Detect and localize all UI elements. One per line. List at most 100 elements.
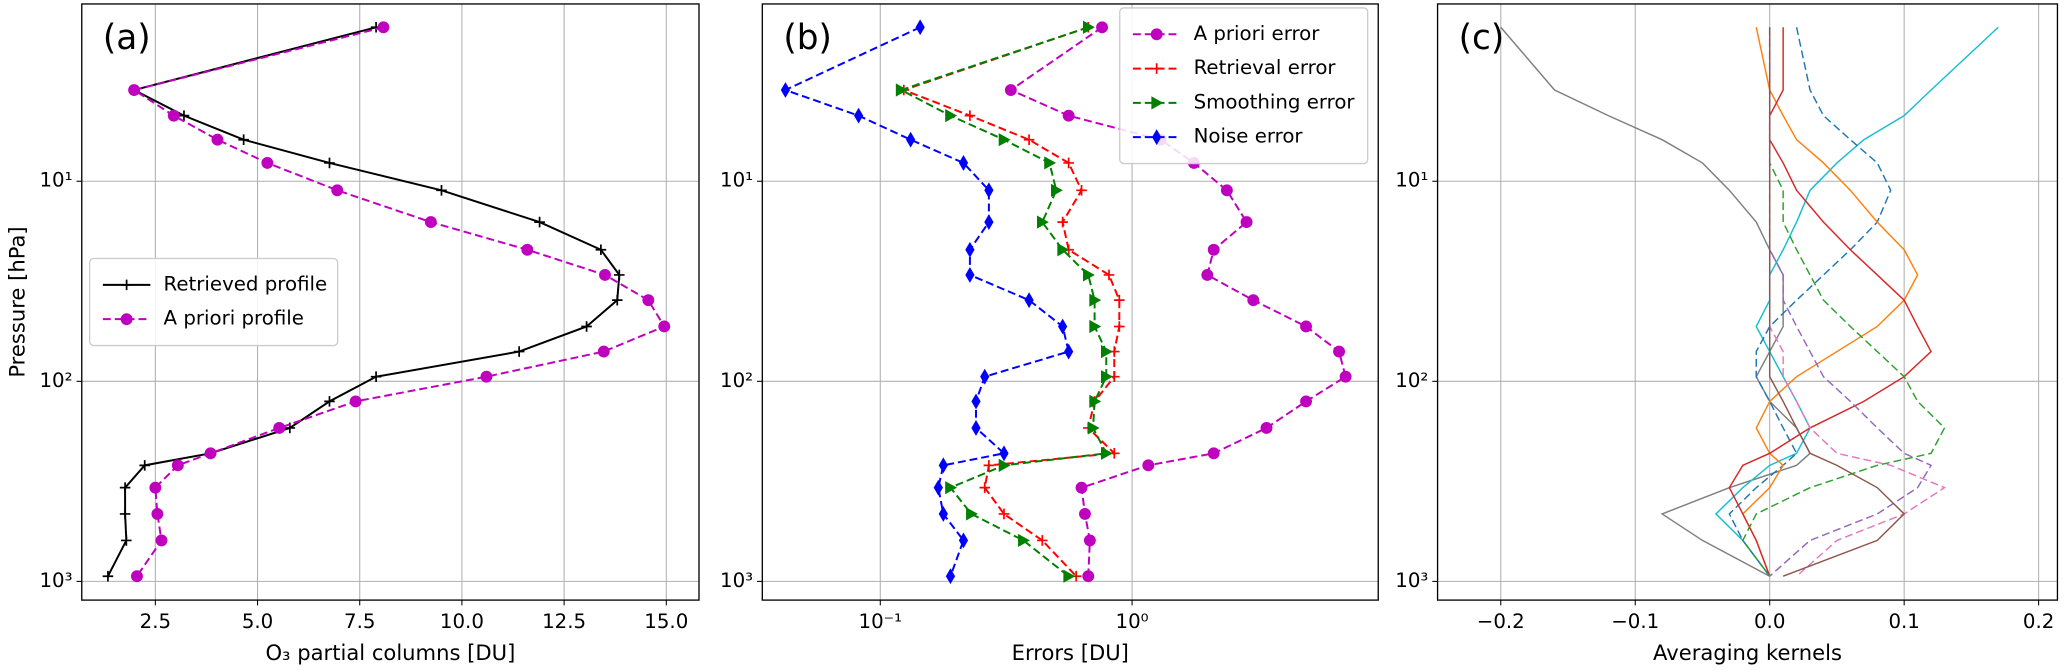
marker	[945, 481, 958, 495]
marker	[119, 482, 131, 493]
marker	[938, 457, 948, 474]
marker	[998, 508, 1010, 520]
marker	[1004, 84, 1017, 96]
marker	[1103, 269, 1115, 281]
marker	[1201, 269, 1214, 281]
x-tick-label: −0.1	[1611, 610, 1659, 633]
marker	[131, 570, 143, 583]
marker	[102, 570, 114, 582]
marker	[1101, 370, 1113, 384]
marker	[614, 269, 625, 281]
marker	[284, 422, 296, 434]
marker	[324, 157, 335, 169]
marker	[273, 422, 286, 434]
panel-label: (a)	[103, 18, 151, 58]
legend-marker	[121, 279, 132, 291]
legend-box	[89, 257, 339, 347]
marker	[1101, 446, 1113, 460]
plot-area	[102, 21, 671, 583]
marker	[581, 321, 592, 332]
marker	[1082, 570, 1095, 583]
marker	[1076, 185, 1087, 196]
marker	[1089, 319, 1102, 334]
marker	[980, 368, 990, 385]
series-line	[1728, 27, 1892, 577]
marker	[1220, 184, 1233, 197]
legend-label: Retrieval error	[1194, 56, 1337, 79]
marker	[1064, 343, 1074, 360]
marker	[211, 133, 224, 146]
marker	[128, 84, 141, 96]
legend-label: Smoothing error	[1194, 90, 1356, 113]
marker	[1082, 20, 1095, 34]
marker	[238, 134, 249, 145]
marker	[611, 294, 623, 306]
series-line	[900, 26, 1121, 577]
x-axis-label: Averaging kernels	[1653, 640, 1842, 665]
marker	[1087, 421, 1100, 435]
legend-marker	[1152, 129, 1162, 146]
marker	[1300, 320, 1312, 333]
series-line	[1768, 27, 1933, 577]
marker	[597, 345, 610, 358]
marker	[998, 458, 1011, 472]
marker	[1300, 395, 1312, 408]
legend-label: A priori error	[1194, 22, 1321, 45]
x-tick-label: 5.0	[242, 610, 273, 633]
legend-label: Retrieved profile	[164, 272, 328, 295]
marker	[370, 371, 382, 382]
marker	[984, 182, 994, 199]
marker	[377, 21, 390, 34]
marker	[121, 535, 132, 546]
marker	[1207, 447, 1220, 460]
marker	[1142, 459, 1155, 472]
series-line	[1714, 26, 1999, 577]
marker	[965, 267, 975, 283]
marker	[965, 241, 975, 258]
legend-marker	[1151, 63, 1162, 74]
legend-label: A priori profile	[164, 307, 304, 330]
series-line	[1741, 27, 1919, 577]
marker	[1082, 268, 1095, 282]
panel-label: (c)	[1459, 18, 1505, 58]
marker	[521, 243, 534, 256]
marker	[979, 482, 991, 493]
marker	[534, 216, 545, 228]
marker	[1057, 243, 1070, 257]
y-tick-label: 10²	[39, 369, 72, 392]
marker	[480, 370, 493, 383]
marker	[1207, 243, 1220, 256]
x-tick-label: 7.5	[344, 610, 375, 633]
marker	[1079, 507, 1091, 520]
marker	[1075, 481, 1088, 494]
marker	[971, 393, 981, 410]
marker	[906, 131, 916, 148]
marker	[966, 507, 978, 521]
marker	[599, 269, 611, 281]
series-line	[898, 26, 1108, 577]
marker	[1023, 134, 1035, 145]
axes-frame	[81, 3, 700, 601]
x-tick-label: 12.5	[542, 610, 586, 633]
marker	[945, 568, 956, 585]
x-tick-label: 2.5	[140, 610, 171, 633]
axes-frame	[761, 3, 1379, 601]
axes-frame	[1436, 3, 2059, 601]
marker	[1114, 294, 1125, 306]
marker	[595, 244, 607, 256]
x-tick-label: 15.0	[644, 610, 688, 633]
marker	[1089, 293, 1102, 307]
marker	[1247, 294, 1260, 307]
marker	[1339, 370, 1352, 383]
series-line	[1768, 27, 1906, 577]
marker	[1096, 21, 1108, 34]
marker	[780, 82, 791, 98]
marker	[324, 396, 335, 407]
marker	[149, 481, 162, 494]
x-tick-label: 0.0	[1754, 610, 1785, 633]
x-axis-label: Errors [DU]	[1012, 640, 1129, 665]
marker	[139, 460, 150, 471]
marker	[895, 83, 908, 97]
marker	[436, 185, 447, 196]
